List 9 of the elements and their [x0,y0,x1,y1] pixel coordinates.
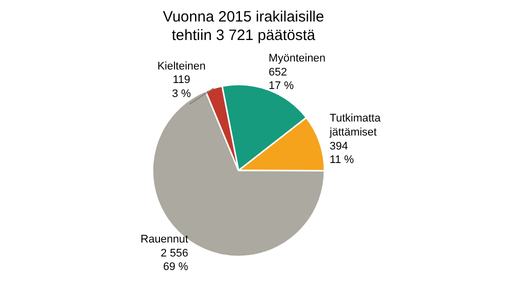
data-label: 394 11 % [330,140,354,166]
data-label: 2 556 69 % [160,247,188,274]
data-label: 652 17 % [268,66,294,92]
slice-label: Tutkimatta jättämiset [328,112,382,138]
slice-label: Rauennut [140,234,188,246]
data-label: 119 3 % [172,74,192,100]
chart-title: Vuonna 2015 irakilaisille tehtiin 3 721 päätöstä [162,8,324,44]
slice-label: Kielteinen [157,60,206,72]
slice-label: Myönteinen [268,52,326,65]
